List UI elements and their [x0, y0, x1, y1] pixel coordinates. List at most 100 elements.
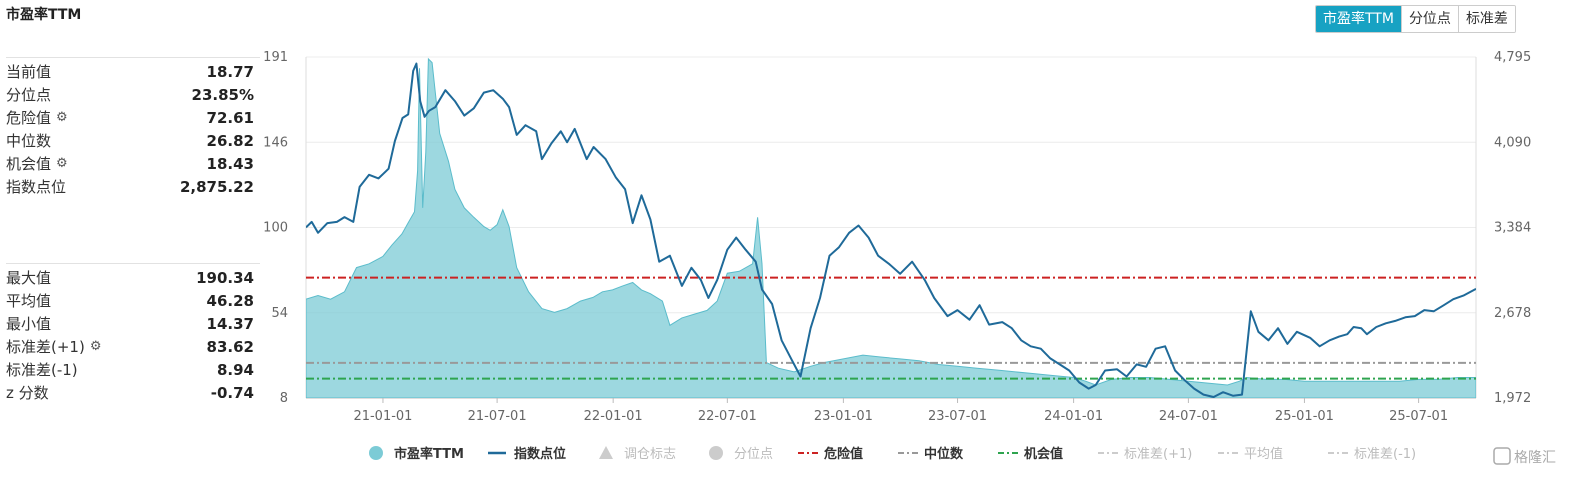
legend-item[interactable]: 市盈率TTM — [369, 446, 464, 462]
stat-row: 机会值 ⚙ 18.43 — [0, 152, 262, 175]
stat-row: 危险值 ⚙ 72.61 — [0, 106, 262, 129]
stat-value: 18.77 — [206, 62, 254, 81]
tab-pe-ttm[interactable]: 市盈率TTM — [1316, 6, 1401, 32]
stat-row: 中位数 26.82 — [0, 129, 262, 152]
gear-icon[interactable]: ⚙ — [89, 339, 102, 354]
stats-panel-top: 当前值 18.77 分位点 23.85% 危险值 ⚙ 72.61 中位数 26.82 机会值 ⚙ 18… — [0, 60, 262, 198]
stat-value: 83.62 — [206, 337, 254, 356]
stat-value: -0.74 — [210, 383, 254, 402]
stat-label: 分位点 — [6, 84, 51, 105]
legend-item[interactable]: 危险值 — [798, 446, 863, 462]
stat-value: 46.28 — [206, 291, 254, 310]
legend-item[interactable]: 平均值 — [1218, 446, 1283, 462]
stat-row: 标准差(+1) ⚙ 83.62 — [0, 335, 262, 358]
stat-row: 平均值 46.28 — [0, 289, 262, 312]
stat-label-text: z 分数 — [6, 384, 49, 402]
watermark: 格隆汇 — [1493, 447, 1556, 466]
legend-item[interactable]: 标准差(+1) — [1098, 447, 1192, 462]
index-level-line — [306, 62, 1476, 398]
stat-label: 标准差(+1) ⚙ — [6, 336, 101, 357]
legend-label: 危险值 — [824, 446, 863, 462]
stats-divider-top — [6, 57, 260, 58]
stat-label: 指数点位 — [6, 176, 66, 197]
legend-item[interactable]: 机会值 — [998, 446, 1063, 462]
stat-row: 最小值 14.37 — [0, 312, 262, 335]
stat-row: 标准差(-1) 8.94 — [0, 358, 262, 381]
x-tick-label: 21-07-01 — [468, 409, 527, 424]
stat-row: 指数点位 2,875.22 — [0, 175, 262, 198]
x-tick-label: 22-07-01 — [698, 409, 757, 424]
legend-item[interactable]: 中位数 — [898, 446, 964, 462]
stat-label-text: 标准差(+1) — [6, 338, 85, 356]
y-right-tick-label: 4,795 — [1494, 50, 1531, 65]
plot-area — [306, 57, 1476, 398]
stat-row: 最大值 190.34 — [0, 266, 262, 289]
legend-triangle-icon — [599, 446, 613, 459]
stat-label-text: 中位数 — [6, 132, 52, 150]
stats-divider-middle — [6, 263, 260, 264]
legend-label: 分位点 — [734, 447, 773, 462]
legend-circle-icon — [709, 446, 723, 460]
stat-label: 平均值 — [6, 290, 51, 311]
y-left-tick-label: 8 — [280, 391, 288, 406]
gear-icon[interactable]: ⚙ — [56, 110, 68, 125]
legend-circle-icon — [369, 446, 383, 460]
x-tick-label: 24-07-01 — [1159, 409, 1218, 424]
x-tick-label: 24-01-01 — [1044, 409, 1103, 424]
legend-item[interactable]: 指数点位 — [488, 446, 566, 462]
watermark-logo-icon — [1493, 447, 1511, 465]
stat-row: 当前值 18.77 — [0, 60, 262, 83]
x-tick-label: 25-07-01 — [1389, 409, 1448, 424]
legend-label: 标准差(+1) — [1124, 447, 1192, 462]
stat-label: 危险值 ⚙ — [6, 107, 68, 128]
x-tick-label: 22-01-01 — [584, 409, 643, 424]
stat-value: 2,875.22 — [179, 177, 254, 196]
stat-label: 最大值 — [6, 267, 51, 288]
stat-value: 72.61 — [206, 108, 254, 127]
stat-label-text: 机会值 — [6, 155, 52, 173]
gear-icon[interactable]: ⚙ — [56, 156, 68, 171]
stat-label-text: 标准差(-1) — [6, 361, 78, 379]
legend-item[interactable]: 标准差(-1) — [1328, 447, 1416, 462]
y-left-tick-label: 54 — [271, 306, 288, 321]
stat-label: 中位数 — [6, 130, 51, 151]
legend-label: 机会值 — [1024, 446, 1063, 462]
x-tick-label: 25-01-01 — [1275, 409, 1334, 424]
stat-label-text: 危险值 — [6, 109, 52, 127]
stat-label-text: 最大值 — [6, 269, 52, 287]
legend-item[interactable]: 调仓标志 — [599, 446, 676, 462]
legend-label: 中位数 — [924, 446, 964, 462]
legend-item[interactable]: 分位点 — [709, 446, 773, 462]
y-right-tick-label: 3,384 — [1494, 221, 1531, 236]
watermark-text: 格隆汇 — [1514, 450, 1556, 466]
legend-label: 标准差(-1) — [1354, 447, 1416, 462]
stat-label: 当前值 — [6, 61, 51, 82]
stat-value: 18.43 — [206, 154, 254, 173]
x-tick-label: 21-01-01 — [353, 409, 412, 424]
stat-label-text: 最小值 — [6, 315, 52, 333]
stat-value: 14.37 — [206, 314, 254, 333]
stat-label: 机会值 ⚙ — [6, 153, 68, 174]
y-right-tick-label: 1,972 — [1494, 391, 1531, 406]
stat-label-text: 分位点 — [6, 86, 52, 104]
y-left-tick-label: 100 — [263, 221, 288, 236]
legend-label: 平均值 — [1244, 446, 1283, 462]
legend-label: 市盈率TTM — [394, 446, 464, 462]
stat-value: 26.82 — [206, 131, 254, 150]
stats-panel-bottom: 最大值 190.34 平均值 46.28 最小值 14.37 标准差(+1) ⚙ 83.62 标准… — [0, 266, 262, 404]
stat-value: 190.34 — [196, 268, 254, 287]
pe-ttm-area — [306, 57, 1476, 398]
stat-row: z 分数 -0.74 — [0, 381, 262, 404]
stat-value: 23.85% — [191, 85, 254, 104]
stat-label-text: 指数点位 — [6, 178, 67, 196]
y-left-tick-label: 191 — [263, 50, 288, 65]
tab-percentile[interactable]: 分位点 — [1400, 6, 1458, 32]
stat-label: 标准差(-1) — [6, 359, 78, 380]
chart-title: 市盈率TTM — [6, 7, 82, 23]
y-right-tick-label: 2,678 — [1494, 306, 1531, 321]
tab-std-dev[interactable]: 标准差 — [1457, 6, 1515, 32]
stat-value: 8.94 — [216, 360, 254, 379]
stat-label-text: 当前值 — [6, 63, 52, 81]
stat-label: z 分数 — [6, 382, 49, 403]
